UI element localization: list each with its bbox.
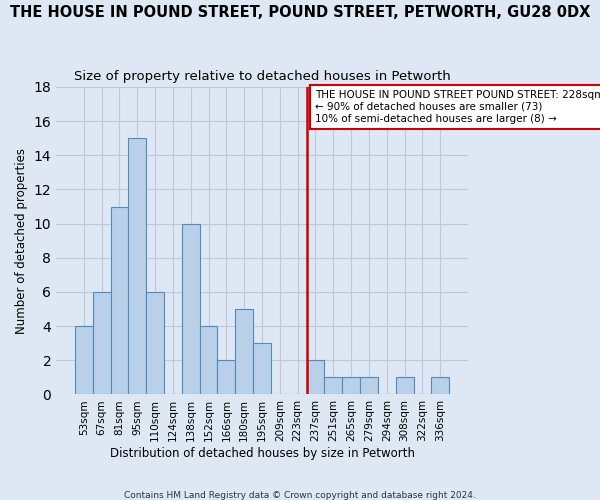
Bar	[146, 292, 164, 394]
Title: Size of property relative to detached houses in Petworth: Size of property relative to detached ho…	[74, 70, 451, 83]
Bar	[325, 378, 342, 394]
Bar	[110, 206, 128, 394]
Bar	[235, 309, 253, 394]
Bar	[217, 360, 235, 394]
Text: Contains HM Land Registry data © Crown copyright and database right 2024.: Contains HM Land Registry data © Crown c…	[124, 490, 476, 500]
X-axis label: Distribution of detached houses by size in Petworth: Distribution of detached houses by size …	[110, 447, 415, 460]
Y-axis label: Number of detached properties: Number of detached properties	[15, 148, 28, 334]
Text: THE HOUSE IN POUND STREET, POUND STREET, PETWORTH, GU28 0DX: THE HOUSE IN POUND STREET, POUND STREET,…	[10, 5, 590, 20]
Bar	[253, 343, 271, 394]
Bar	[360, 378, 378, 394]
Bar	[200, 326, 217, 394]
Bar	[75, 326, 93, 394]
Bar	[128, 138, 146, 394]
Text: THE HOUSE IN POUND STREET POUND STREET: 228sqm
← 90% of detached houses are smal: THE HOUSE IN POUND STREET POUND STREET: …	[316, 90, 600, 124]
Bar	[431, 378, 449, 394]
Bar	[93, 292, 110, 394]
Bar	[182, 224, 200, 394]
Bar	[307, 360, 325, 394]
Bar	[395, 378, 413, 394]
Bar	[342, 378, 360, 394]
